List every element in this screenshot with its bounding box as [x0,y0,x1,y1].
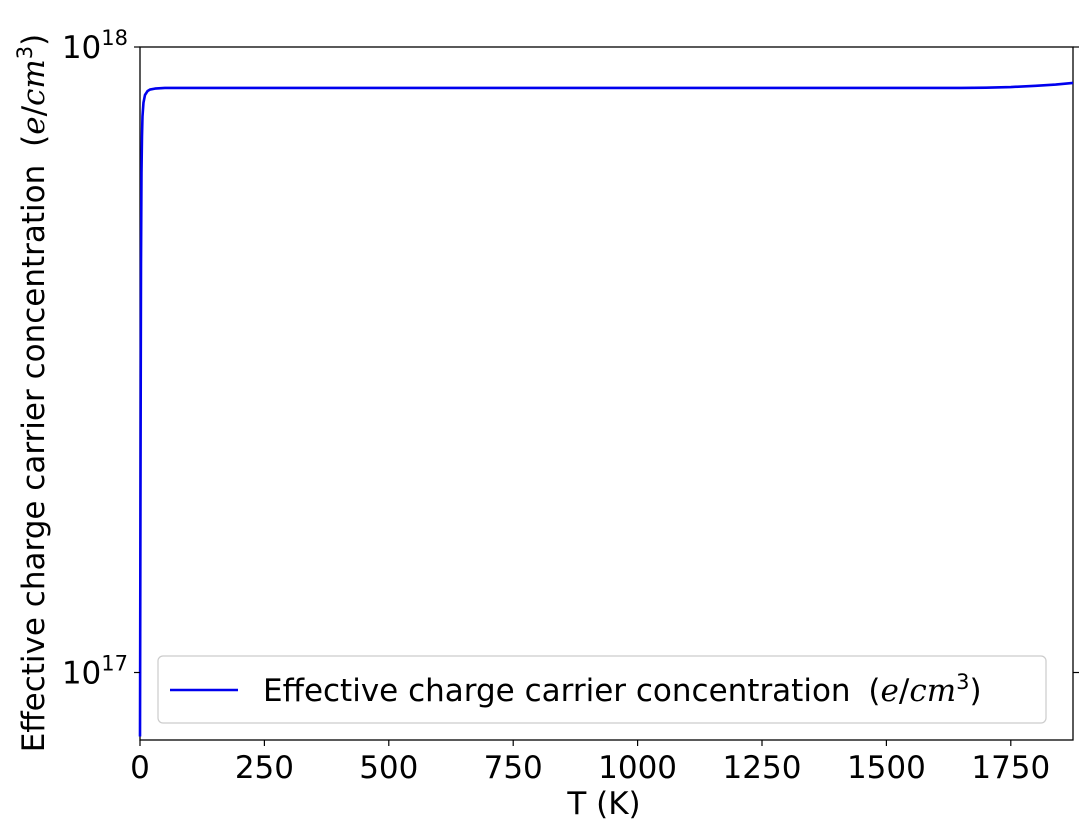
y-tick-label-exponent: 18 [101,26,128,50]
x-tick-label: 500 [359,750,418,786]
x-axis-label: T (K) [566,786,640,822]
y-axis-unit-exp: 3 [13,46,37,59]
x-tick-label: 1500 [847,750,926,786]
x-axis-ticks: 0 250 500 750 1000 1250 1500 1750 [130,740,1050,786]
x-tick-label: 750 [484,750,543,786]
y-axis-unit-close: ) [16,34,52,46]
series-layer [138,81,1074,737]
plot-area [139,46,1074,741]
legend: Effective charge carrier concentration (… [157,655,1047,724]
x-tick-label: 1750 [971,750,1050,786]
y-tick-label-base: 10 [62,30,101,66]
y-axis-unit-e: e [16,116,52,134]
y-axis-label-text: Effective charge carrier concentration [16,165,52,753]
legend-label-text: Effective charge carrier concentration [263,673,851,709]
x-tick-label: 1250 [723,750,802,786]
y-axis-unit-open: ( [16,135,52,147]
plot-frame [139,46,1074,741]
legend-unit-open: ( [868,673,880,709]
y-tick-label: 1018 [62,26,128,66]
y-axis-label-group: Effective charge carrier concentration (… [13,34,52,753]
y-tick-label: 1017 [62,652,128,692]
y-axis-unit-cm: cm [16,59,52,106]
legend-unit-close: ) [969,673,981,709]
y-axis-unit-slash: / [16,105,52,116]
legend-box [157,655,1047,724]
legend-label: Effective charge carrier concentration (… [263,670,982,709]
legend-unit-cm: cm [909,673,956,709]
legend-unit-slash: / [899,673,910,709]
y-tick-label-base: 10 [62,656,101,692]
x-tick-label: 1000 [598,750,677,786]
y-axis-label: Effective charge carrier concentration (… [13,34,52,753]
x-tick-label: 250 [235,750,294,786]
x-tick-label: 0 [130,750,150,786]
legend-unit-e: e [881,673,899,709]
legend-unit-exp: 3 [956,670,969,694]
series-line-0 [138,81,1074,737]
y-tick-label-exponent: 17 [101,652,128,676]
